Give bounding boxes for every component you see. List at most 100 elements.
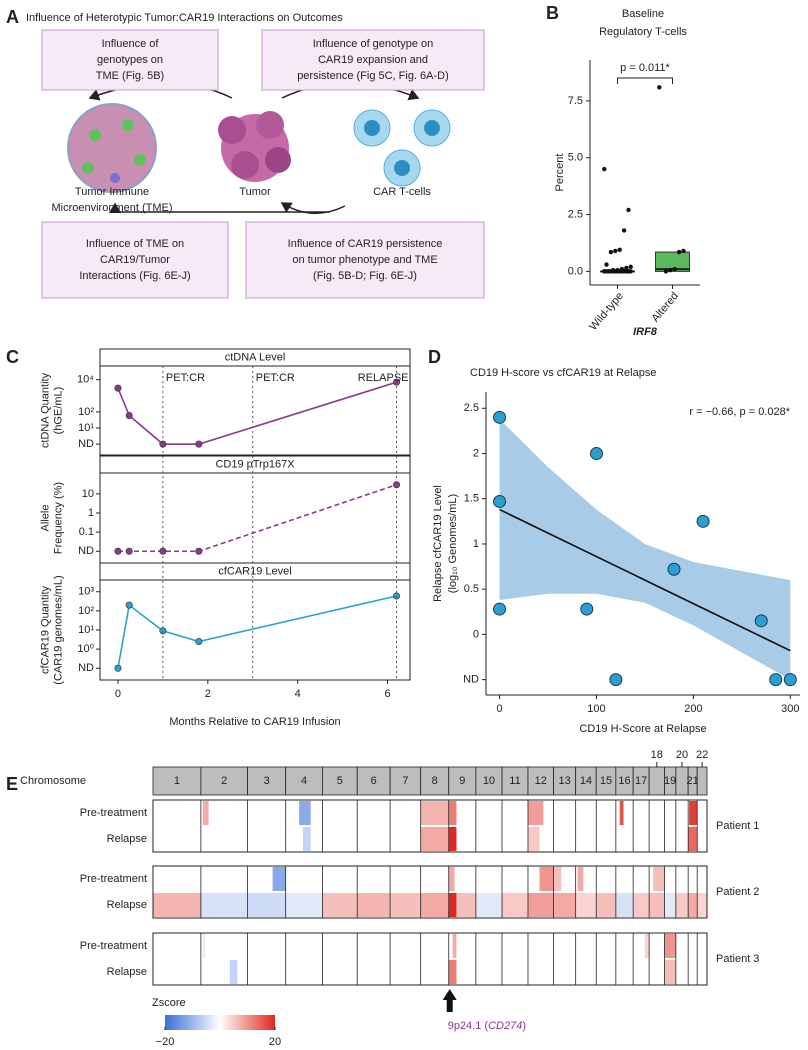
data-point (493, 494, 507, 508)
data-point (195, 638, 203, 646)
heatmap-frame (152, 865, 708, 919)
heatmap-segment (697, 893, 707, 917)
x-tick-label: Wild-type (587, 290, 626, 333)
y-axis-label: Frequency (%) (52, 482, 64, 554)
y-axis-label: ctDNA Quantity (39, 372, 51, 448)
chromosome-cell (200, 766, 249, 796)
data-point (580, 602, 594, 616)
heatmap-segment (247, 893, 286, 917)
heatmap-segment (577, 867, 584, 891)
box (655, 251, 690, 272)
heatmap-segment (272, 867, 286, 891)
plot-frame (99, 365, 411, 456)
chart-title: CD19 H-score vs cfCAR19 at Relapse (470, 367, 656, 379)
chromosome-label: 12 (535, 775, 547, 787)
panel-label: A (6, 7, 19, 27)
info-box-text: CAR19/Tumor (100, 254, 170, 266)
heatmap-segment (153, 893, 201, 917)
data-line (117, 483, 397, 553)
chromosome-label: 15 (600, 775, 612, 787)
info-box-text: Interactions (Fig. 6E-J) (79, 270, 190, 282)
chromosome-cell (648, 766, 665, 796)
info-box-text: (Fig. 5B-D; Fig. 6E-J) (313, 270, 417, 282)
info-box-text: CAR19 expansion and (318, 54, 428, 66)
heatmap-segment (420, 893, 449, 917)
chromosome-cell (696, 766, 708, 796)
info-box (41, 29, 219, 91)
y-tick-label: 0 (473, 628, 479, 640)
tme-cell (134, 154, 146, 166)
tumor-cell (256, 111, 284, 139)
tme-cell (89, 129, 101, 141)
chromosome-label: 17 (635, 775, 647, 787)
chromosome-label: 7 (402, 775, 408, 787)
heatmap-segment (202, 801, 209, 825)
reference-label: PET:CR (256, 372, 295, 384)
node-label: Microenvironment (TME) (51, 202, 172, 214)
y-tick-label: ND (78, 662, 94, 674)
chromosome-label: 4 (301, 775, 307, 787)
chromosome-label: 20 (676, 749, 688, 761)
x-axis-label: Months Relative to CAR19 Infusion (169, 716, 340, 728)
y-axis-label: Allele (39, 505, 51, 532)
heatmap-segment (664, 893, 676, 917)
data-point (619, 269, 625, 274)
chromosome-label: 21 (687, 775, 699, 787)
x-axis-label: IRF8 (633, 326, 658, 338)
annotation-part: 9p24.1 ( (448, 1020, 489, 1032)
data-point (609, 673, 623, 687)
heatmap-segment (322, 893, 358, 917)
data-point (681, 248, 686, 254)
heatmap-segment (452, 934, 457, 958)
heatmap-segment (644, 934, 650, 958)
y-tick-label: 1.5 (464, 493, 479, 505)
chart-title: Baseline (622, 8, 664, 20)
heatmap-segment (448, 960, 457, 984)
row-label: Relapse (107, 833, 147, 845)
annotation-part: ) (522, 1020, 526, 1032)
y-tick-label: 1 (88, 507, 94, 519)
chromosome-label: 13 (558, 775, 570, 787)
info-box-text: Influence of CAR19 persistence (288, 238, 443, 250)
row-label: Relapse (107, 899, 147, 911)
heatmap-segment (420, 827, 449, 851)
data-point (628, 264, 633, 270)
heatmap-segment (633, 893, 650, 917)
heatmap-segment (649, 893, 665, 917)
y-axis-label: cfCAR19 Quantity (39, 585, 51, 674)
heatmap-segment (448, 801, 457, 825)
y-tick-label: 10⁴ (77, 374, 94, 386)
data-point (606, 269, 611, 274)
data-point (696, 514, 710, 528)
chromosome-label: 5 (337, 775, 343, 787)
data-point (114, 547, 122, 555)
x-tick-label: 4 (295, 688, 301, 700)
data-point (493, 410, 507, 424)
facet-title: cfCAR19 Level (218, 565, 291, 577)
car-t-nucleus (394, 160, 410, 176)
y-tick-label: 7.5 (568, 95, 583, 107)
node-label: Tumor (239, 186, 271, 198)
row-label: Pre-treatment (80, 807, 147, 819)
data-point (604, 262, 609, 267)
chromosome-label: 16 (618, 775, 630, 787)
x-tick-label: 300 (781, 703, 799, 715)
significance-label: p = 0.011* (620, 62, 670, 74)
patient-label: Patient 3 (716, 953, 759, 965)
heatmap-segment (448, 867, 455, 891)
node-label: CAR T-cells (373, 186, 431, 198)
info-box-text: Influence of genotype on (313, 38, 433, 50)
data-point (602, 269, 607, 274)
data-point (602, 166, 607, 172)
heatmap-segment (527, 893, 554, 917)
heatmap-segment (596, 893, 616, 917)
heatmap-segment (615, 893, 634, 917)
x-tick-label: 200 (684, 703, 702, 715)
y-axis-label: (log₁₀ Genomes/mL) (447, 494, 459, 593)
y-axis-label: (hGE/mL) (52, 387, 64, 435)
tme-cell (82, 162, 94, 174)
data-point (676, 249, 682, 255)
plot-frame (99, 472, 411, 564)
